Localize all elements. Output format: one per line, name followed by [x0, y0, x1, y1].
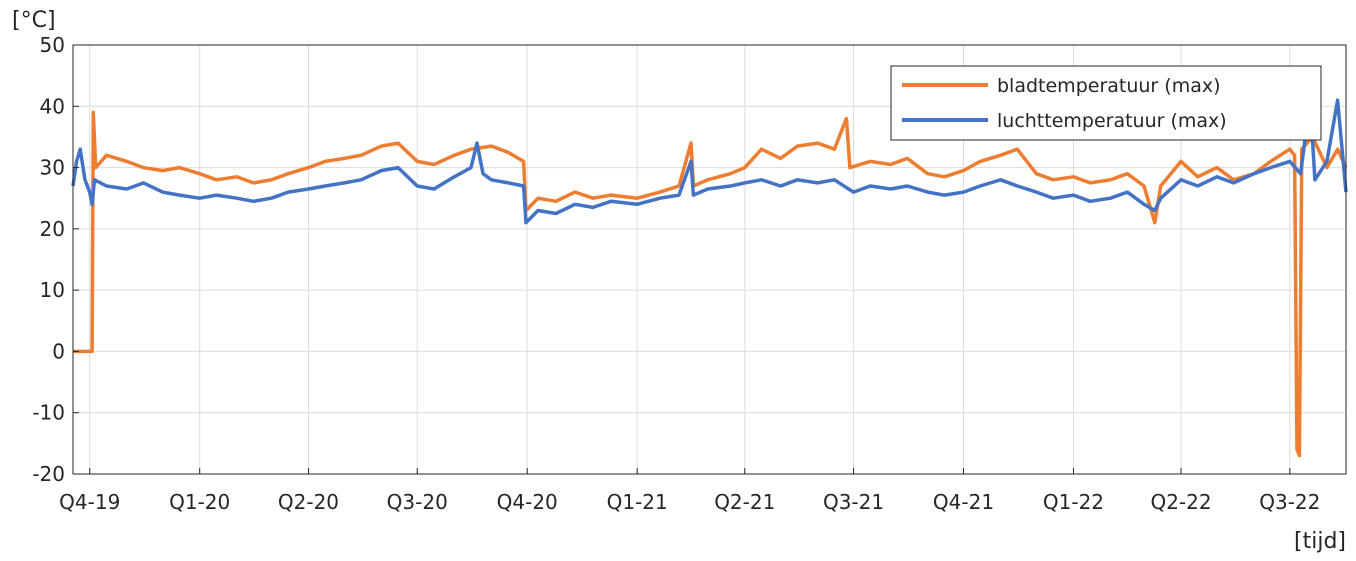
x-tick-label: Q2-21: [714, 490, 775, 514]
plot-frame: [72, 44, 1347, 475]
series-line-luchttemperatuur: [71, 98, 1348, 225]
series-layer: [71, 98, 1348, 458]
legend-box: [890, 65, 1322, 141]
x-tick-label: Q1-22: [1043, 490, 1104, 514]
y-axis-label: [°C]: [12, 8, 56, 33]
y-tick-label: 0: [52, 339, 65, 363]
x-tick-label: Q4-20: [497, 490, 558, 514]
x-tick-label: Q2-20: [278, 490, 339, 514]
series-line-bladtemperatuur: [73, 110, 1348, 458]
y-tick-label: 50: [40, 33, 65, 57]
y-tick-label: 40: [40, 94, 65, 118]
x-tick-label: Q4-21: [933, 490, 994, 514]
y-tick-label: 30: [40, 156, 65, 180]
x-tick-label: Q2-22: [1150, 490, 1211, 514]
x-tick-label: Q1-20: [169, 490, 230, 514]
x-axis-label: [tijd]: [1294, 529, 1346, 554]
x-tick-label: Q3-21: [823, 490, 884, 514]
ticks: -20 -10 0 10 20 30 40 50 Q4-19 Q1-20 Q2-20 Q3-20 Q4-…: [32, 33, 1320, 514]
x-tick-label: Q3-22: [1259, 490, 1320, 514]
grid: [73, 44, 1346, 475]
legend: bladtemperatuur (max) luchttemperatuur (…: [890, 65, 1322, 141]
x-tick-label: Q3-20: [387, 490, 448, 514]
y-tick-label: -20: [32, 462, 65, 486]
legend-label-blad: bladtemperatuur (max): [997, 75, 1221, 97]
y-tick-label: -10: [32, 401, 65, 425]
y-tick-label: 10: [40, 278, 65, 302]
legend-label-lucht: luchttemperatuur (max): [997, 110, 1227, 132]
x-tick-label: Q1-21: [607, 490, 668, 514]
x-tick-label: Q4-19: [59, 490, 120, 514]
y-tick-label: 20: [40, 217, 65, 241]
